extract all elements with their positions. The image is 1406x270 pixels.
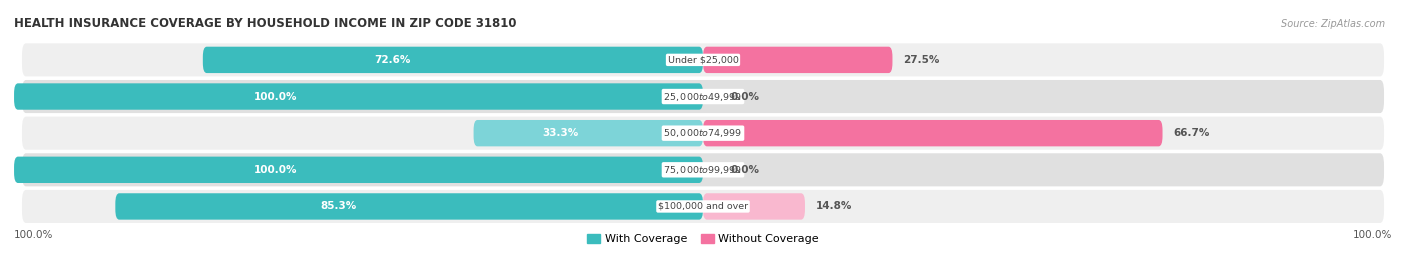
Text: 66.7%: 66.7% (1174, 128, 1211, 138)
Text: 100.0%: 100.0% (254, 165, 298, 175)
FancyBboxPatch shape (21, 79, 1385, 114)
Text: 33.3%: 33.3% (543, 128, 579, 138)
FancyBboxPatch shape (115, 193, 703, 220)
FancyBboxPatch shape (202, 47, 703, 73)
Text: 27.5%: 27.5% (904, 55, 939, 65)
FancyBboxPatch shape (703, 193, 806, 220)
FancyBboxPatch shape (703, 120, 1163, 146)
FancyBboxPatch shape (21, 116, 1385, 151)
Text: $50,000 to $74,999: $50,000 to $74,999 (664, 127, 742, 139)
Text: 85.3%: 85.3% (321, 201, 357, 211)
Text: $100,000 and over: $100,000 and over (658, 202, 748, 211)
Legend: With Coverage, Without Coverage: With Coverage, Without Coverage (582, 229, 824, 248)
Text: 0.0%: 0.0% (731, 165, 759, 175)
Text: Under $25,000: Under $25,000 (668, 55, 738, 64)
Text: $75,000 to $99,999: $75,000 to $99,999 (664, 164, 742, 176)
FancyBboxPatch shape (21, 189, 1385, 224)
Text: 72.6%: 72.6% (375, 55, 411, 65)
Text: Source: ZipAtlas.com: Source: ZipAtlas.com (1281, 19, 1385, 29)
FancyBboxPatch shape (14, 83, 703, 110)
Text: 100.0%: 100.0% (254, 92, 298, 102)
FancyBboxPatch shape (21, 42, 1385, 77)
Text: 0.0%: 0.0% (731, 92, 759, 102)
FancyBboxPatch shape (703, 47, 893, 73)
Text: 100.0%: 100.0% (1353, 230, 1392, 240)
FancyBboxPatch shape (14, 157, 703, 183)
Text: 14.8%: 14.8% (815, 201, 852, 211)
Text: $25,000 to $49,999: $25,000 to $49,999 (664, 90, 742, 103)
FancyBboxPatch shape (21, 152, 1385, 187)
Text: 100.0%: 100.0% (14, 230, 53, 240)
Text: HEALTH INSURANCE COVERAGE BY HOUSEHOLD INCOME IN ZIP CODE 31810: HEALTH INSURANCE COVERAGE BY HOUSEHOLD I… (14, 17, 516, 30)
FancyBboxPatch shape (474, 120, 703, 146)
